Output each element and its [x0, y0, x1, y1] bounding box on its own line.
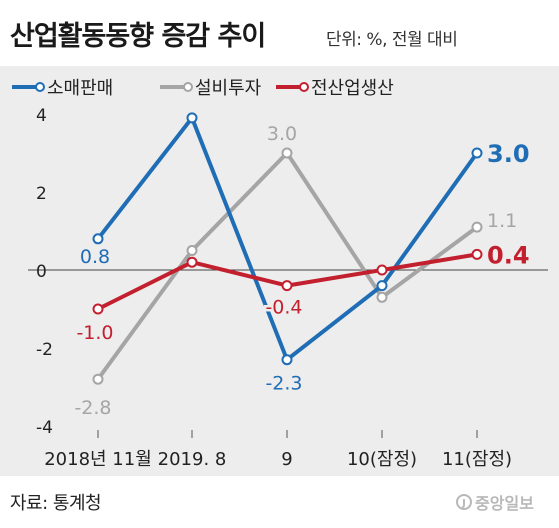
y-tick-label: 0 — [36, 262, 47, 282]
data-point — [376, 264, 388, 276]
chart-panel — [0, 66, 559, 476]
data-label: 3.0 — [267, 123, 297, 145]
data-point — [471, 221, 483, 233]
source-note: 자료: 통계청 — [10, 493, 102, 514]
legend-marker — [299, 82, 309, 92]
data-label: 0.8 — [80, 246, 110, 268]
brand-icon: J — [456, 494, 472, 510]
x-tick-label: 9 — [281, 449, 292, 470]
brand-logo: J 중앙일보 — [456, 490, 534, 514]
data-point — [471, 147, 483, 159]
data-point — [186, 245, 198, 256]
data-point — [471, 248, 483, 260]
axes: 4 2 0 -2 -4 2018년 11월 2019. 8 9 10(잠정) 11(잠정) — [28, 106, 548, 470]
data-point — [186, 112, 198, 124]
legend-label: 소매판매 — [47, 78, 113, 99]
data-label: 0.4 — [487, 241, 530, 269]
data-point — [92, 373, 104, 385]
x-tick-label: 10(잠정) — [347, 449, 417, 470]
data-point — [281, 354, 293, 366]
chart-title: 산업활동동향 증감 추이 — [10, 21, 266, 52]
data-label: 3.0 — [487, 140, 530, 168]
data-labels: 0.8 -2.3 3.0 -2.8 3.0 1.1 -1.0 -0.4 0.4 — [72, 121, 532, 422]
data-point — [186, 256, 198, 268]
y-tick-label: -4 — [36, 418, 53, 438]
data-point — [281, 147, 293, 159]
legend-label: 설비투자 — [195, 78, 262, 99]
data-label: 1.1 — [487, 210, 517, 232]
legend-label: 전산업생산 — [311, 78, 394, 99]
y-tick-label: 2 — [36, 184, 47, 204]
x-tick-label: 11(잠정) — [442, 449, 512, 470]
x-tick-label: 2019. 8 — [158, 449, 227, 470]
data-point — [92, 233, 104, 245]
data-point — [376, 291, 388, 303]
series-line — [96, 151, 479, 381]
legend-marker — [35, 82, 45, 92]
y-tick-label: -2 — [36, 340, 53, 360]
legend-marker — [183, 82, 193, 92]
legend: 소매판매 설비투자 전산업생산 — [12, 78, 394, 99]
y-tick-label: 4 — [36, 106, 47, 126]
x-tick-label: 2018년 11월 — [44, 449, 152, 470]
unit-note: 단위: %, 전월 대비 — [326, 30, 458, 50]
series-group — [92, 112, 483, 385]
data-label: -1.0 — [76, 322, 113, 344]
data-point — [92, 303, 104, 315]
data-point — [376, 280, 388, 292]
brand-name: 중앙일보 — [475, 494, 534, 513]
data-label: -2.3 — [265, 373, 302, 395]
data-point — [281, 280, 293, 292]
data-label: -2.8 — [74, 397, 111, 419]
data-label: -0.4 — [265, 297, 302, 319]
